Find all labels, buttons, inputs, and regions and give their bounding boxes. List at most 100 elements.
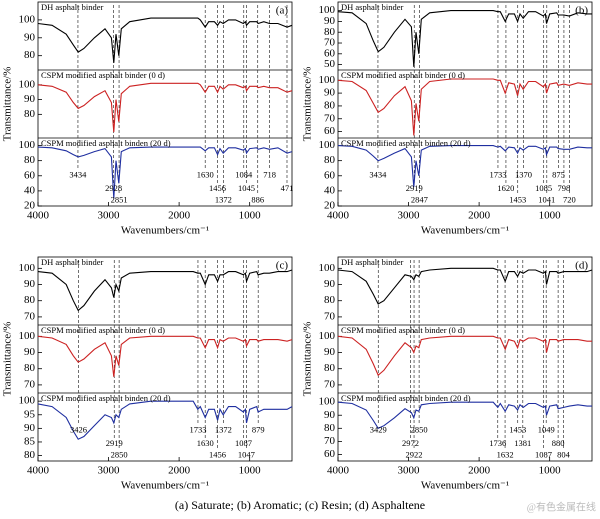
peak-label: 2850	[111, 450, 128, 460]
peak-label: 720	[563, 195, 576, 205]
y-tick-label: 90	[324, 409, 336, 421]
peak-label: 1087	[235, 438, 252, 448]
y-tick-label: 70	[24, 378, 36, 390]
peak-label: 880	[552, 438, 565, 448]
peak-label: 804	[557, 450, 571, 460]
peak-label: 1381	[514, 438, 531, 448]
peak-label: 2919	[406, 183, 423, 193]
y-tick-label: 90	[24, 346, 36, 358]
x-tick-label: 1000	[539, 210, 562, 222]
y-tick-label: 90	[324, 15, 336, 27]
peak-label: 1630	[197, 169, 214, 179]
peak-label: 1049	[538, 424, 555, 434]
y-tick-label: 80	[324, 154, 336, 166]
y-axis-label: Transmittance/%	[302, 322, 314, 397]
y-tick-label: 70	[324, 435, 336, 447]
y-tick-label: 80	[24, 49, 36, 61]
y-tick-label: 90	[24, 31, 36, 43]
y-tick-label: 100	[319, 330, 336, 342]
subplot-title: DH asphalt binder	[341, 2, 403, 12]
spectrum-line	[37, 17, 293, 63]
x-tick-label: 4000	[27, 465, 50, 477]
subplot-title: CSPM modified asphalt binder (0 d)	[341, 70, 465, 80]
subplot-title: CSPM modified asphalt binden (20 d)	[341, 138, 471, 148]
y-tick-label: 100	[19, 13, 36, 25]
peak-label: 471	[281, 183, 294, 193]
y-tick-label: 60	[324, 125, 336, 137]
y-tick-label: 85	[24, 435, 36, 447]
spectrum-line	[337, 10, 592, 67]
x-tick-label: 4000	[327, 210, 350, 222]
peak-label: 879	[252, 424, 265, 434]
x-tick-label: 3000	[98, 210, 121, 222]
plot-frame	[37, 256, 293, 462]
peak-label: 2919	[106, 438, 123, 448]
peak-label: 1085	[535, 183, 552, 193]
peak-label: 2922	[406, 450, 423, 460]
y-tick-label: 60	[324, 47, 336, 59]
peak-label: 1456	[209, 183, 226, 193]
y-tick-label: 40	[24, 184, 36, 196]
y-tick-label: 20	[324, 200, 336, 212]
peak-label: 2850	[411, 424, 428, 434]
y-tick-label: 70	[324, 112, 336, 124]
spectrum-line	[337, 145, 592, 188]
x-axis-label: Wavenumbers/cm⁻¹	[121, 480, 209, 492]
peak-label: 2851	[111, 195, 128, 205]
y-tick-label: 80	[24, 294, 36, 306]
panel-label: (a)	[276, 5, 289, 17]
y-tick-label: 100	[19, 262, 36, 274]
subplot-title: DH asphalt binder	[341, 257, 403, 267]
y-tick-label: 90	[324, 87, 336, 99]
x-tick-label: 3000	[398, 210, 421, 222]
plot-frame	[337, 256, 593, 462]
x-axis-label: Wavenumbers/cm⁻¹	[121, 225, 209, 237]
y-tick-label: 60	[324, 169, 336, 181]
y-axis-label: Transmittance/%	[302, 67, 314, 142]
peak-label: 1456	[209, 450, 226, 460]
x-tick-label: 2000	[468, 210, 491, 222]
y-tick-label: 40	[324, 184, 336, 196]
y-tick-label: 50	[324, 58, 336, 70]
subplot-title: DH asphalt binder	[41, 257, 103, 267]
y-tick-label: 100	[319, 396, 336, 408]
y-axis-label: Transmittance/%	[2, 322, 14, 397]
subplot-title: DH asphalt binder	[41, 2, 103, 12]
y-tick-label: 80	[24, 108, 36, 120]
spectrum-line	[37, 335, 293, 377]
y-tick-label: 60	[324, 448, 336, 460]
peak-label: 3434	[369, 169, 387, 179]
y-tick-label: 100	[19, 139, 36, 151]
spectrum-line	[337, 78, 592, 136]
peak-label: 1047	[238, 450, 255, 460]
peak-label: 1041	[538, 195, 555, 205]
x-tick-label: 4000	[27, 210, 50, 222]
x-axis-label: Wavenumbers/cm⁻¹	[421, 225, 509, 237]
subplot-title: CSPM modified asphalt binden (20 d)	[41, 138, 171, 148]
y-tick-label: 80	[324, 294, 336, 306]
y-tick-label: 60	[24, 169, 36, 181]
panel-label: (c)	[276, 260, 289, 272]
x-tick-label: 1000	[239, 210, 262, 222]
y-tick-label: 100	[19, 78, 36, 90]
caption: (a) Saturate; (b) Aromatic; (c) Resin; (…	[175, 498, 425, 512]
peak-label: 1372	[215, 424, 232, 434]
peak-label: 1733	[189, 424, 206, 434]
peak-label: 875	[552, 169, 565, 179]
y-tick-label: 80	[24, 362, 36, 374]
peak-label: 1620	[497, 183, 514, 193]
peak-label: 3429	[370, 424, 387, 434]
subplot-title: CSPM modified asphalt binder (0 d)	[41, 70, 165, 80]
panel-label: (b)	[575, 5, 588, 17]
spectrum-line	[337, 267, 593, 305]
y-tick-label: 70	[324, 37, 336, 49]
x-tick-label: 1000	[239, 465, 262, 477]
peak-label: 1736	[489, 438, 506, 448]
y-tick-label: 80	[324, 362, 336, 374]
y-tick-label: 80	[324, 26, 336, 38]
panel-label: (d)	[575, 260, 588, 272]
x-tick-label: 3000	[98, 465, 121, 477]
y-tick-label: 95	[24, 408, 36, 420]
y-tick-label: 70	[324, 310, 336, 322]
